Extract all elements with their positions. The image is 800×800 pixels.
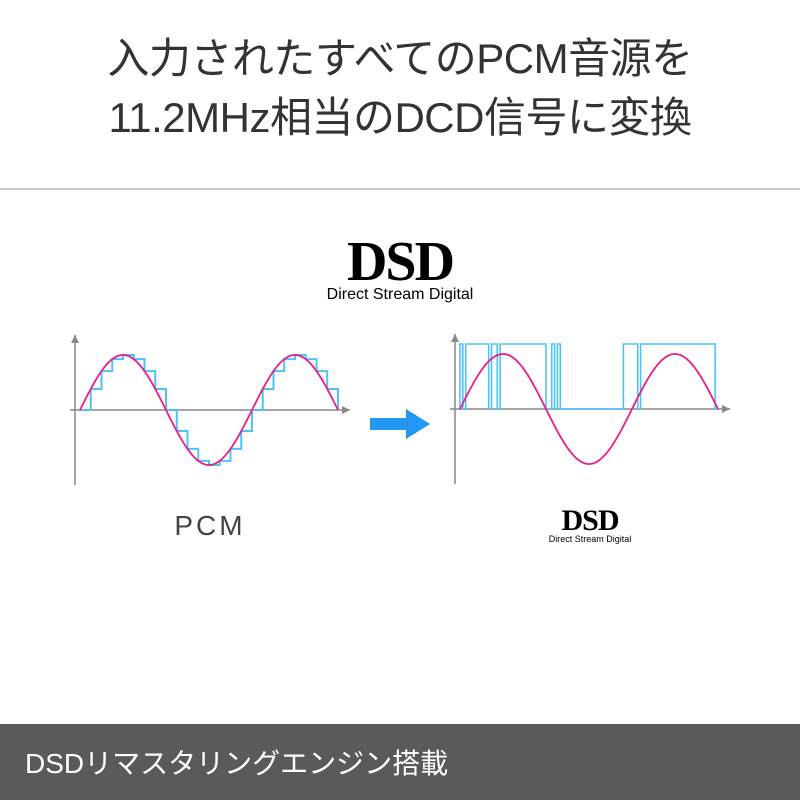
dsd-small-subtitle: Direct Stream Digital — [549, 534, 632, 544]
header-line-2: 11.2MHz相当のDCD信号に変換 — [20, 89, 780, 148]
dsd-logo-large: DSD Direct Stream Digital — [40, 230, 760, 304]
dsd-chart — [450, 334, 730, 484]
header-block: 入力されたすべてのPCM音源を 11.2MHz相当のDCD信号に変換 — [0, 0, 800, 188]
arrow-icon — [370, 409, 430, 439]
header-line-1: 入力されたすべてのPCM音源を — [20, 30, 780, 89]
pcm-block: PCM — [70, 335, 350, 542]
pcm-chart — [70, 335, 350, 485]
main-content: DSD Direct Stream Digital PCM DSD Direct… — [0, 190, 800, 724]
footer-bar: DSDリマスタリングエンジン搭載 — [0, 724, 800, 800]
pcm-label: PCM — [174, 510, 245, 542]
dsd-block: DSD Direct Stream Digital — [450, 334, 730, 544]
dsd-logo-text: DSD — [40, 230, 760, 294]
dsd-label-small: DSD Direct Stream Digital — [549, 504, 632, 544]
footer-text: DSDリマスタリングエンジン搭載 — [25, 748, 448, 779]
dsd-logo-subtitle: Direct Stream Digital — [40, 286, 760, 304]
dsd-small-text: DSD — [549, 504, 632, 538]
diagram-row: PCM DSD Direct Stream Digital — [40, 334, 760, 544]
